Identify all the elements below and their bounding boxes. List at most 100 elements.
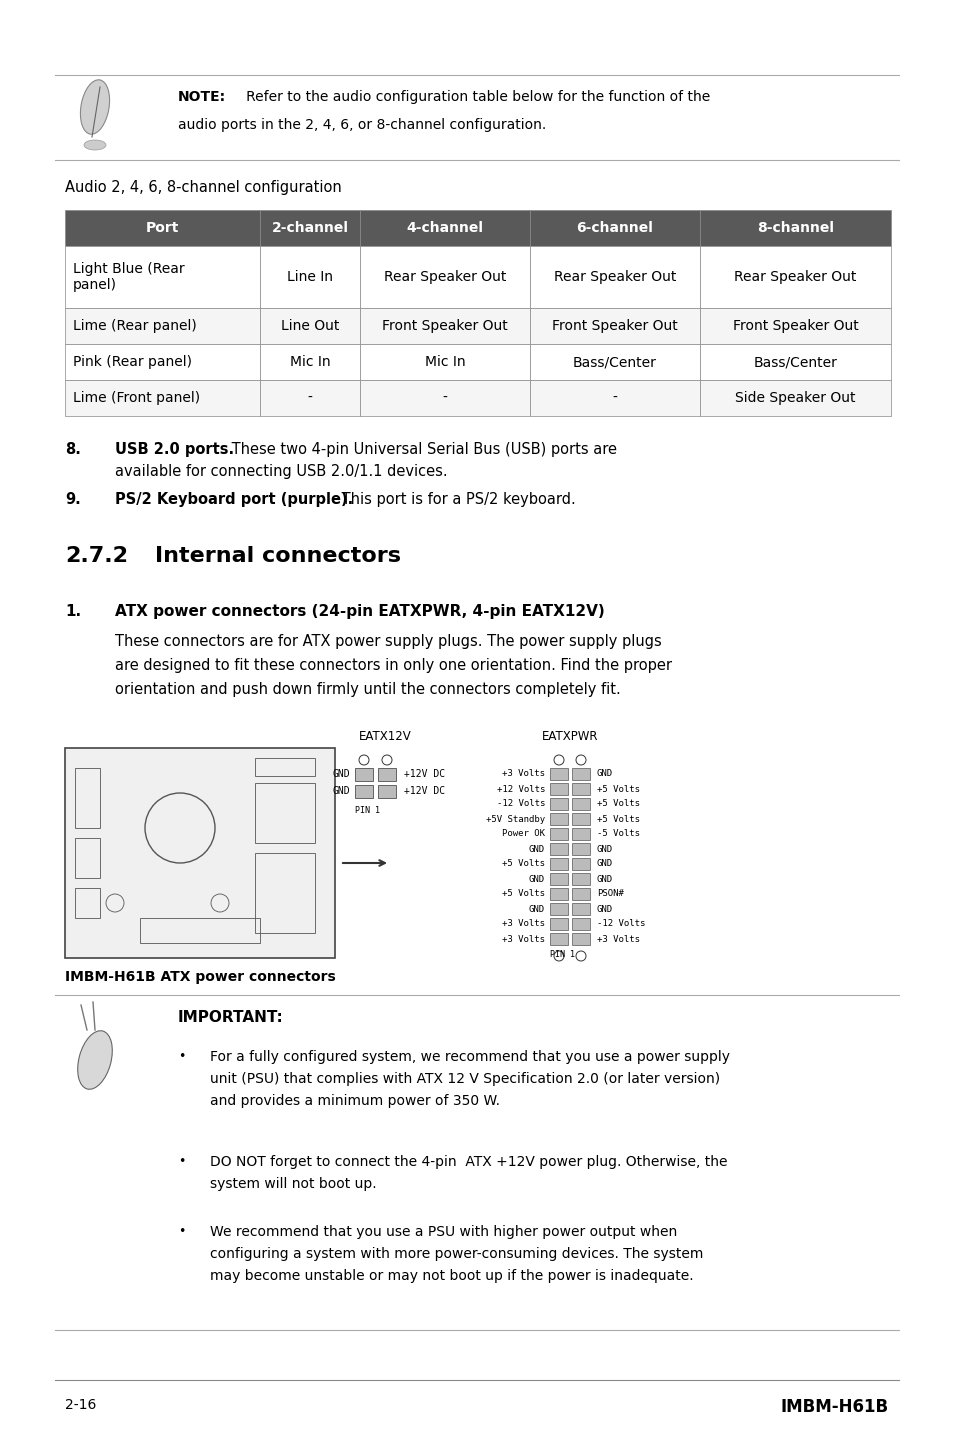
Text: Mic In: Mic In (290, 355, 330, 370)
Text: -: - (612, 391, 617, 406)
Text: PSON#: PSON# (597, 890, 623, 899)
Text: +5 Volts: +5 Volts (597, 800, 639, 808)
Text: +3 Volts: +3 Volts (501, 919, 544, 929)
Bar (359, 380, 530, 416)
Text: configuring a system with more power-consuming devices. The system: configuring a system with more power-con… (210, 1247, 702, 1261)
Text: audio ports in the 2, 4, 6, or 8-channel configuration.: audio ports in the 2, 4, 6, or 8-channel… (178, 118, 546, 132)
Bar (530, 246, 700, 308)
Bar (530, 380, 700, 416)
Bar (572, 933, 589, 945)
Bar (572, 858, 589, 870)
Text: +3 Volts: +3 Volts (501, 769, 544, 778)
Bar (572, 889, 589, 900)
Text: 1.: 1. (65, 604, 81, 618)
Text: GND: GND (597, 844, 613, 854)
Text: 9.: 9. (65, 492, 81, 508)
Bar (530, 210, 700, 246)
Text: +3 Volts: +3 Volts (501, 935, 544, 943)
Text: Bass/Center: Bass/Center (753, 355, 837, 370)
Bar (260, 380, 359, 416)
Bar (550, 933, 567, 945)
Text: IMBM-H61B ATX power connectors: IMBM-H61B ATX power connectors (65, 971, 335, 984)
Bar (377, 768, 395, 781)
Text: +5 Volts: +5 Volts (597, 814, 639, 824)
Bar (700, 380, 890, 416)
Bar (572, 843, 589, 856)
Bar (550, 889, 567, 900)
Ellipse shape (80, 79, 110, 134)
Bar (550, 798, 567, 810)
Text: +5 Volts: +5 Volts (501, 890, 544, 899)
Ellipse shape (77, 1031, 112, 1089)
Text: unit (PSU) that complies with ATX 12 V Specification 2.0 (or later version): unit (PSU) that complies with ATX 12 V S… (210, 1071, 720, 1086)
Bar (550, 768, 567, 779)
Bar (254, 853, 314, 933)
Bar (65, 308, 260, 344)
Text: Lime (Rear panel): Lime (Rear panel) (73, 319, 196, 334)
Text: Front Speaker Out: Front Speaker Out (382, 319, 507, 334)
Text: GND: GND (597, 860, 613, 869)
Bar (65, 344, 260, 380)
Text: We recommend that you use a PSU with higher power output when: We recommend that you use a PSU with hig… (210, 1225, 677, 1240)
Text: PS/2 Keyboard port (purple).: PS/2 Keyboard port (purple). (115, 492, 353, 508)
Text: GND: GND (597, 905, 613, 913)
Bar (572, 873, 589, 884)
Bar (700, 308, 890, 344)
Text: Lime (Front panel): Lime (Front panel) (73, 391, 200, 406)
Bar (359, 308, 530, 344)
Bar (550, 858, 567, 870)
Bar (572, 917, 589, 930)
Text: system will not boot up.: system will not boot up. (210, 1176, 376, 1191)
Text: Line In: Line In (287, 270, 333, 283)
Text: GND: GND (332, 769, 350, 779)
Text: NOTE:: NOTE: (178, 91, 226, 104)
Text: This port is for a PS/2 keyboard.: This port is for a PS/2 keyboard. (336, 492, 576, 508)
Text: Internal connectors: Internal connectors (154, 546, 400, 567)
Text: 8.: 8. (65, 441, 81, 457)
Text: Audio 2, 4, 6, 8-channel configuration: Audio 2, 4, 6, 8-channel configuration (65, 180, 341, 196)
Bar (359, 246, 530, 308)
Text: -12 Volts: -12 Volts (497, 800, 544, 808)
Text: are designed to fit these connectors in only one orientation. Find the proper: are designed to fit these connectors in … (115, 659, 671, 673)
Bar (254, 784, 314, 843)
Text: Rear Speaker Out: Rear Speaker Out (734, 270, 856, 283)
Text: Port: Port (146, 221, 179, 234)
Text: Side Speaker Out: Side Speaker Out (735, 391, 855, 406)
Text: •: • (178, 1225, 185, 1238)
Bar (700, 344, 890, 380)
Bar (260, 344, 359, 380)
Bar (572, 903, 589, 915)
Bar (700, 210, 890, 246)
Text: +5V Standby: +5V Standby (485, 814, 544, 824)
Text: +3 Volts: +3 Volts (597, 935, 639, 943)
Bar (550, 828, 567, 840)
Text: IMPORTANT:: IMPORTANT: (178, 1009, 283, 1025)
Text: 8-channel: 8-channel (757, 221, 833, 234)
Text: GND: GND (597, 874, 613, 883)
Bar (550, 843, 567, 856)
Text: GND: GND (528, 905, 544, 913)
Text: ATX power connectors (24-pin EATXPWR, 4-pin EATX12V): ATX power connectors (24-pin EATXPWR, 4-… (115, 604, 604, 618)
Text: DO NOT forget to connect the 4-pin  ATX +12V power plug. Otherwise, the: DO NOT forget to connect the 4-pin ATX +… (210, 1155, 727, 1169)
Bar (572, 812, 589, 825)
Text: Pink (Rear panel): Pink (Rear panel) (73, 355, 192, 370)
Text: •: • (178, 1155, 185, 1168)
Text: USB 2.0 ports.: USB 2.0 ports. (115, 441, 233, 457)
Text: These connectors are for ATX power supply plugs. The power supply plugs: These connectors are for ATX power suppl… (115, 634, 661, 649)
Text: Front Speaker Out: Front Speaker Out (552, 319, 678, 334)
Text: orientation and push down firmly until the connectors completely fit.: orientation and push down firmly until t… (115, 682, 620, 697)
Bar (75, 838, 100, 879)
Text: Refer to the audio configuration table below for the function of the: Refer to the audio configuration table b… (233, 91, 709, 104)
Text: 6-channel: 6-channel (576, 221, 653, 234)
Text: Rear Speaker Out: Rear Speaker Out (554, 270, 676, 283)
Text: PIN 1: PIN 1 (355, 807, 379, 815)
Text: Rear Speaker Out: Rear Speaker Out (383, 270, 506, 283)
Text: +5 Volts: +5 Volts (501, 860, 544, 869)
Text: PIN 1: PIN 1 (550, 951, 575, 959)
Text: Mic In: Mic In (424, 355, 465, 370)
Bar (550, 917, 567, 930)
Bar (254, 758, 314, 777)
Bar (572, 828, 589, 840)
Text: IMBM-H61B: IMBM-H61B (781, 1398, 888, 1416)
Bar (65, 246, 260, 308)
